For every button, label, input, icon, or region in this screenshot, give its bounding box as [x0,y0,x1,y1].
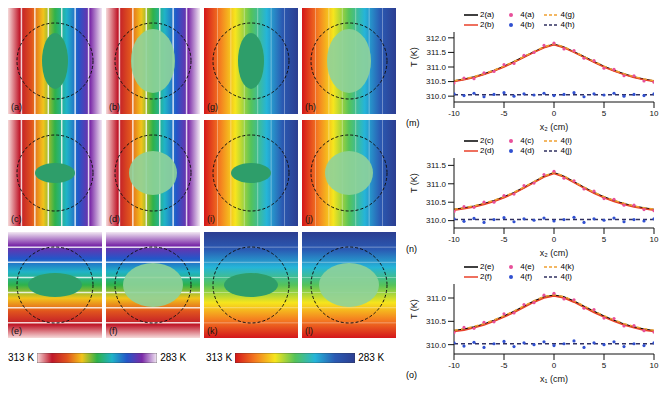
svg-text:(f): (f) [109,326,118,336]
html-text:4(f): 4(f) [520,272,533,281]
svg-text:310.5: 310.5 [426,317,447,326]
svg-text:5: 5 [602,235,607,244]
svg-text:-5: -5 [500,235,508,244]
svg-text:5: 5 [602,361,607,370]
svg-text:T (K): T (K) [409,47,419,67]
html-text:2(a): 2(a) [480,10,495,19]
html-text:283 K: 283 K [358,352,385,363]
svg-text:(l): (l) [305,326,313,336]
html-text:2(c): 2(c) [480,136,494,145]
svg-text:311.0: 311.0 [427,63,447,72]
svg-text:x₁ (cm): x₁ (cm) [540,374,568,384]
svg-text:310.0: 310.0 [426,92,447,101]
svg-text:(h): (h) [305,102,316,112]
svg-text:-5: -5 [500,361,508,370]
html-text:313 K: 313 K [8,352,35,363]
html-text:2(f): 2(f) [480,272,492,281]
svg-text:(c): (c) [11,214,22,224]
svg-text:311.0: 311.0 [427,180,447,189]
svg-text:311.5: 311.5 [427,48,447,57]
html-text:4(d): 4(d) [520,146,535,155]
svg-text:(j): (j) [305,214,313,224]
svg-text:T (K): T (K) [409,299,419,319]
html-text:4(c): 4(c) [520,136,534,145]
html-text:(o): (o) [406,370,417,380]
svg-text:(d): (d) [109,214,120,224]
html-text:4(a): 4(a) [520,10,535,19]
svg-text:312.0: 312.0 [426,34,447,43]
svg-text:310.5: 310.5 [426,198,447,207]
svg-text:(i): (i) [207,214,215,224]
svg-text:(g): (g) [207,102,218,112]
svg-text:(a): (a) [11,102,22,112]
svg-text:10: 10 [650,235,659,244]
html-text:4(l): 4(l) [560,272,572,281]
svg-text:0: 0 [552,109,557,118]
svg-text:(e): (e) [11,326,22,336]
html-text:4(j): 4(j) [560,146,572,155]
svg-text:x₂ (cm): x₂ (cm) [540,248,569,258]
svg-text:-5: -5 [500,109,508,118]
svg-text:10: 10 [650,361,659,370]
html-text:4(b): 4(b) [520,20,535,29]
svg-text:(b): (b) [109,102,120,112]
html-text:2(b): 2(b) [480,20,495,29]
svg-text:(k): (k) [207,326,218,336]
svg-text:310.0: 310.0 [426,216,447,225]
html-text:283 K: 283 K [160,352,187,363]
svg-text:5: 5 [602,109,607,118]
html-text:(m): (m) [406,118,420,128]
html-text:4(i): 4(i) [560,136,572,145]
html-text:2(e): 2(e) [480,262,495,271]
svg-text:10: 10 [650,109,659,118]
html-text:313 K: 313 K [206,352,233,363]
svg-text:-10: -10 [448,361,460,370]
svg-text:0: 0 [552,361,557,370]
svg-text:-10: -10 [448,235,460,244]
svg-text:310.5: 310.5 [426,77,447,86]
html-text:4(e): 4(e) [520,262,535,271]
svg-text:-10: -10 [448,109,460,118]
svg-text:311.0: 311.0 [427,294,447,303]
svg-text:T (K): T (K) [409,173,419,193]
html-text:2(d): 2(d) [480,146,495,155]
svg-text:x₂ (cm): x₂ (cm) [540,122,569,132]
svg-text:310.0: 310.0 [426,341,447,350]
html-text:(n): (n) [406,244,417,254]
html-text:4(h): 4(h) [560,20,575,29]
html-text:4(k): 4(k) [560,262,575,271]
svg-text:0: 0 [552,235,557,244]
svg-text:311.5: 311.5 [427,161,447,170]
html-text:4(g): 4(g) [560,10,575,19]
